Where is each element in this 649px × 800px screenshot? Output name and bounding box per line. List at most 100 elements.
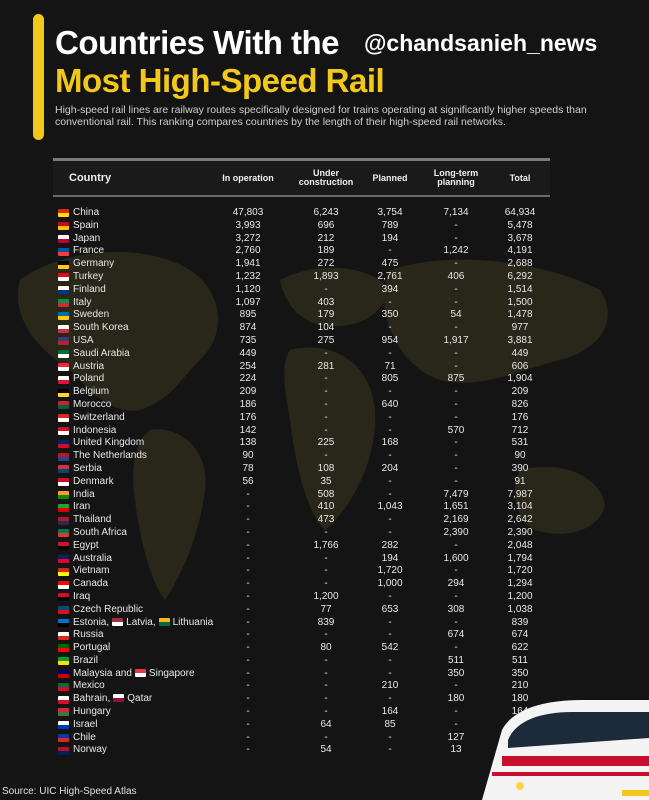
- cell-total: 176: [511, 411, 529, 423]
- cell-total: 2,048: [507, 539, 533, 551]
- cell-long-term-planning: 674: [447, 629, 465, 641]
- country-name-primary: Belgium: [73, 386, 110, 398]
- cell-under-construction: -: [324, 373, 328, 385]
- country-name: Vietnam: [73, 565, 110, 578]
- table-row-spain: Spain 3,993 696 789 - 5,478: [53, 220, 550, 233]
- flag-icon: [58, 222, 69, 231]
- cell-long-term-planning: 127: [447, 731, 465, 743]
- cell-long-term-planning: -: [454, 386, 458, 398]
- flag-icon: [58, 324, 69, 333]
- flag-icon: [58, 503, 69, 512]
- cell-under-construction: -: [324, 680, 328, 692]
- country-name: Sweden: [73, 309, 109, 322]
- country-name: United Kingdom: [73, 437, 144, 450]
- flag-icon: [58, 337, 69, 346]
- flag-icon: [58, 273, 69, 282]
- flag-icon: [58, 554, 69, 563]
- cell-under-construction: 473: [317, 514, 335, 526]
- cell-long-term-planning: 13: [450, 744, 462, 756]
- country-name-primary: Portugal: [73, 642, 111, 654]
- country-name-primary: Finland: [73, 283, 106, 295]
- cell-planned: 71: [384, 360, 396, 372]
- table-row-saudi-arabia: Saudi Arabia 449 - - - 449: [53, 348, 550, 361]
- country-name: Japan: [73, 233, 100, 246]
- cell-planned: 789: [381, 219, 399, 231]
- country-name: Finland: [73, 284, 106, 297]
- flag-icon: [58, 465, 69, 474]
- column-header-under-construction: Under construction: [298, 168, 354, 187]
- country-name: Russia: [73, 629, 104, 642]
- country-name: France: [73, 245, 104, 258]
- country-name-primary: Russia: [73, 629, 104, 641]
- cell-under-construction: 272: [317, 258, 335, 270]
- cell-long-term-planning: -: [454, 680, 458, 692]
- flag-icon: [58, 286, 69, 295]
- flag-icon: [58, 375, 69, 384]
- country-name-primary: Poland: [73, 373, 105, 385]
- cell-total: 64,934: [504, 207, 536, 218]
- cell-total: 1,720: [507, 565, 533, 577]
- flag-icon: [58, 746, 69, 755]
- country-name: Germany: [73, 258, 114, 271]
- cell-under-construction: 104: [317, 322, 335, 334]
- table-row-indonesia: Indonesia 142 - - 570 712: [53, 425, 550, 438]
- table-header: Country In operation Under construction …: [53, 161, 550, 197]
- cell-in-operation: 138: [239, 437, 257, 449]
- country-name: Malaysia and Singapore: [73, 668, 195, 681]
- cell-under-construction: 508: [317, 488, 335, 500]
- cell-planned: 194: [381, 552, 399, 564]
- flag-icon: [58, 606, 69, 615]
- table-row-canada: Canada - - 1,000 294 1,294: [53, 578, 550, 591]
- cell-under-construction: 108: [317, 462, 335, 474]
- flag-icon: [58, 260, 69, 269]
- cell-long-term-planning: -: [454, 437, 458, 449]
- table-row-thailand: Thailand - 473 - 2,169 2,642: [53, 514, 550, 527]
- cell-long-term-planning: 294: [447, 578, 465, 590]
- flag-icon: [58, 542, 69, 551]
- cell-in-operation: 90: [242, 450, 254, 462]
- country-name: Estonia, Latvia, Lithuania: [73, 617, 213, 630]
- cell-long-term-planning: -: [454, 718, 458, 730]
- flag-icon: [58, 670, 69, 679]
- table-row-turkey: Turkey 1,232 1,893 2,761 406 6,292: [53, 271, 550, 284]
- flag-icon: [58, 567, 69, 576]
- table-row-denmark: Denmark 56 35 - - 91: [53, 476, 550, 489]
- country-name-primary: Serbia: [73, 462, 102, 474]
- cell-total: 1,200: [507, 590, 533, 602]
- cell-planned: -: [388, 386, 392, 398]
- cell-total: 1,478: [507, 309, 533, 321]
- cell-in-operation: -: [246, 488, 250, 500]
- cell-under-construction: -: [324, 424, 328, 436]
- cell-under-construction: -: [324, 552, 328, 564]
- flag-icon: [58, 734, 69, 743]
- cell-in-operation: 2,760: [235, 245, 261, 257]
- subtitle: High-speed rail lines are railway routes…: [55, 104, 587, 128]
- flag-icon: [58, 644, 69, 653]
- cell-in-operation: -: [246, 693, 250, 705]
- cell-planned: 194: [381, 232, 399, 244]
- cell-planned: 542: [381, 642, 399, 654]
- flag-icon: [58, 682, 69, 691]
- country-name: Denmark: [73, 476, 114, 489]
- table-row-south-africa: South Africa - - - 2,390 2,390: [53, 527, 550, 540]
- country-name-extra: Singapore: [148, 667, 195, 679]
- country-name-primary: Australia: [73, 552, 112, 564]
- cell-total: 449: [511, 347, 529, 359]
- table-row-brazil: Brazil - - - 511 511: [53, 655, 550, 668]
- cell-long-term-planning: -: [454, 360, 458, 372]
- cell-total: 839: [511, 616, 529, 628]
- train-illustration: [482, 700, 649, 800]
- cell-long-term-planning: 180: [447, 693, 465, 705]
- cell-planned: 653: [381, 603, 399, 615]
- cell-under-construction: -: [324, 386, 328, 398]
- table-row-serbia: Serbia 78 108 204 - 390: [53, 463, 550, 476]
- cell-long-term-planning: -: [454, 642, 458, 654]
- table-row-morocco: Morocco 186 - 640 - 826: [53, 399, 550, 412]
- cell-planned: -: [388, 654, 392, 666]
- cell-total: 6,292: [507, 270, 533, 282]
- country-name-primary: Turkey: [73, 270, 104, 282]
- cell-total: 209: [511, 386, 529, 398]
- cell-planned: -: [388, 629, 392, 641]
- cell-in-operation: -: [246, 526, 250, 538]
- cell-under-construction: -: [324, 565, 328, 577]
